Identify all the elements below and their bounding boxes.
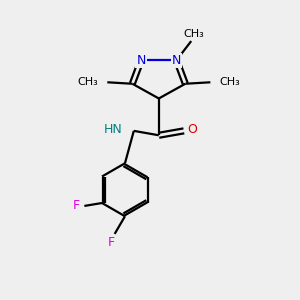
Text: CH₃: CH₃	[77, 77, 98, 87]
Text: HN: HN	[104, 123, 123, 136]
Text: O: O	[187, 123, 197, 136]
Text: CH₃: CH₃	[183, 29, 204, 39]
Text: F: F	[73, 200, 80, 212]
Text: CH₃: CH₃	[220, 77, 241, 87]
Text: F: F	[108, 236, 115, 249]
Text: N: N	[136, 54, 146, 67]
Text: N: N	[172, 54, 181, 67]
